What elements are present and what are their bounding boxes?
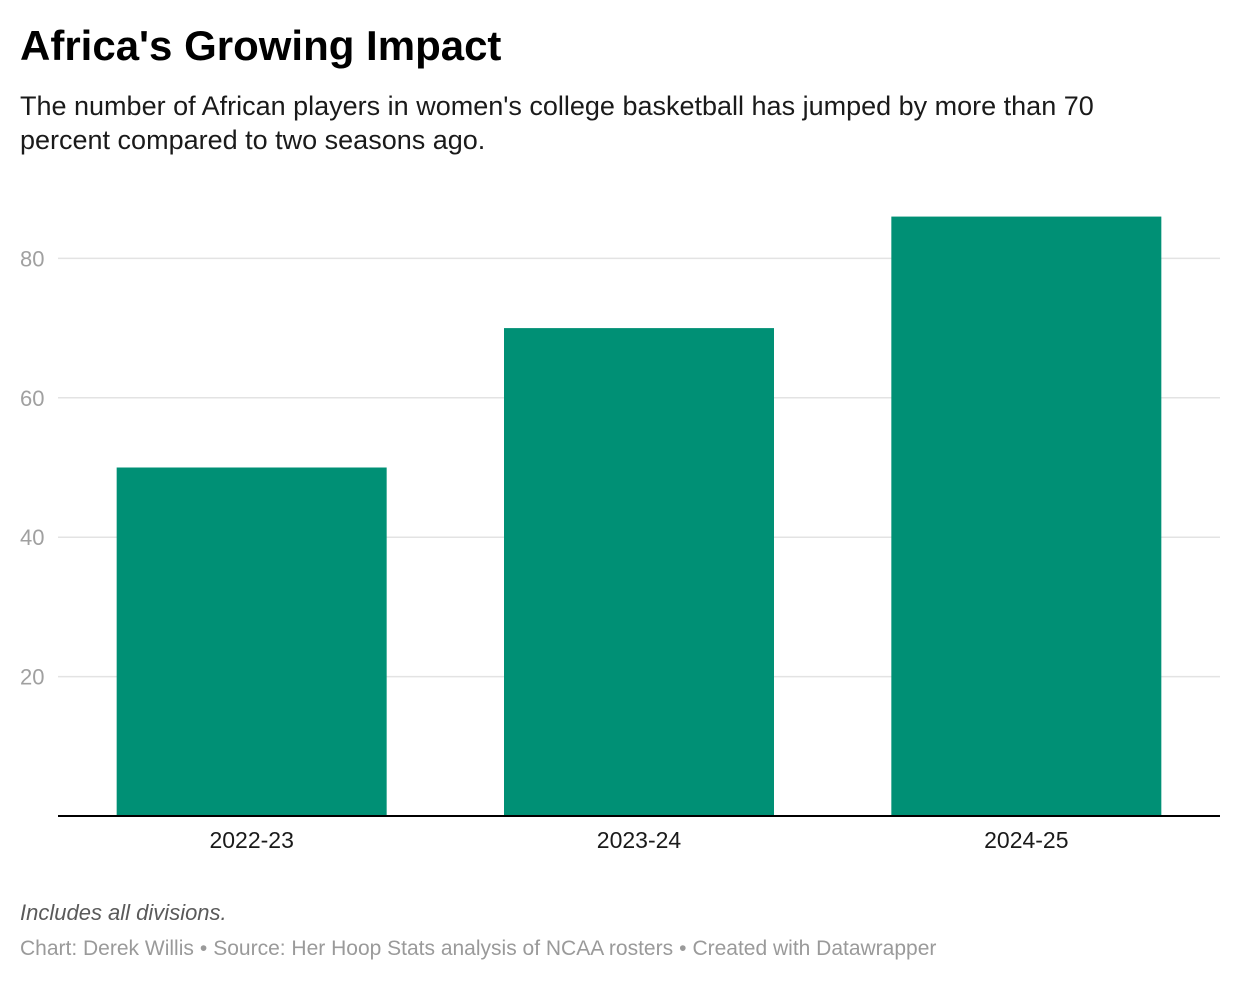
chart-note: Includes all divisions.	[20, 900, 227, 925]
x-tick-label-2024-25: 2024-25	[984, 827, 1068, 853]
chart-title: Africa's Growing Impact	[20, 22, 502, 69]
x-tick-label-2022-23: 2022-23	[209, 827, 293, 853]
chart-footer: Chart: Derek Willis • Source: Her Hoop Sta…	[20, 937, 936, 961]
source-credit: Source: Her Hoop Stats analysis of NCAA …	[213, 937, 674, 960]
y-tick-label-60: 60	[20, 386, 44, 411]
footer-separator: •	[679, 937, 687, 960]
bar-chart: 20 40 60 80 2022-23 2023-24 2024-25	[20, 216, 1220, 853]
chart-subtitle: The number of African players in women's…	[20, 91, 1094, 155]
y-tick-label-40: 40	[20, 525, 44, 550]
bar-2022-23	[116, 467, 387, 816]
footer-separator: •	[199, 937, 208, 960]
datawrapper-credit: Created with Datawrapper	[692, 937, 937, 960]
chart-credit: Chart: Derek Willis	[20, 937, 194, 960]
category-labels: 2022-23 2023-24 2024-25	[209, 827, 1068, 853]
bar-2024-25	[891, 216, 1162, 816]
y-tick-label-20: 20	[20, 665, 44, 690]
y-tick-label-80: 80	[20, 246, 44, 271]
x-tick-label-2023-24: 2023-24	[597, 827, 682, 853]
bars	[116, 216, 1162, 816]
bar-2023-24	[504, 328, 774, 816]
